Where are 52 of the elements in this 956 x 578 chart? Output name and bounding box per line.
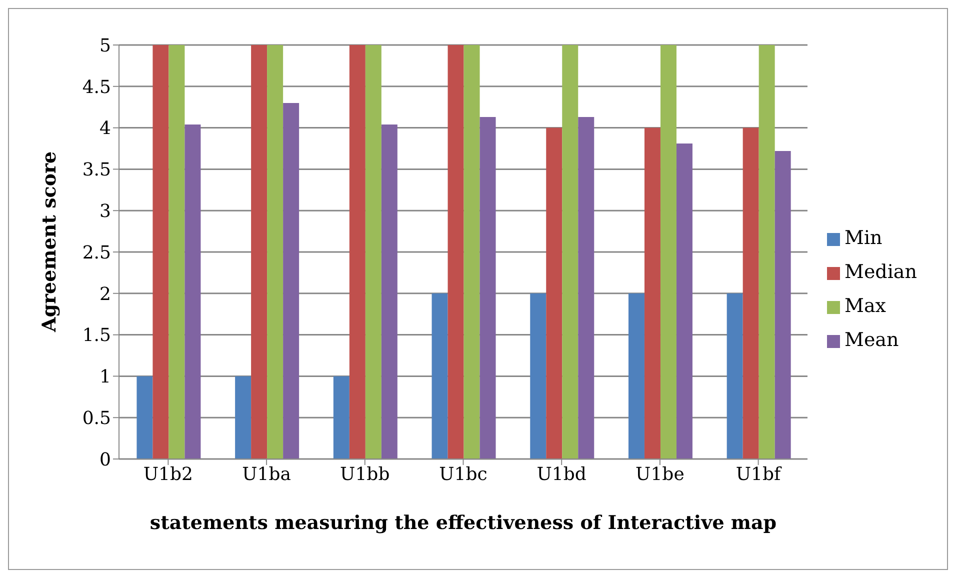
bar — [774, 150, 791, 459]
bar — [136, 376, 153, 459]
bar — [644, 128, 660, 459]
bar — [251, 45, 268, 459]
x-tick-label: U1bd — [536, 464, 586, 485]
y-axis-title: Agreement score — [38, 151, 61, 333]
y-tick-label: 1.5 — [82, 325, 111, 346]
bar — [726, 293, 743, 459]
y-tick-label: 0 — [100, 449, 111, 470]
y-tick-label: 2.5 — [82, 242, 111, 264]
x-axis-title: statements measuring the effectiveness of Interactive map — [150, 512, 777, 534]
bar — [333, 376, 350, 459]
y-tick-label: 3 — [100, 200, 111, 222]
bar — [742, 128, 759, 459]
legend-label: Max — [844, 295, 886, 317]
bar — [530, 293, 546, 459]
x-tick-label: U1bb — [340, 464, 390, 485]
x-tick-label: U1be — [636, 464, 684, 485]
bar — [448, 45, 464, 459]
x-tick-label: U1bc — [439, 464, 488, 485]
y-tick-label: 3.5 — [82, 160, 111, 181]
bar — [660, 45, 676, 459]
bar — [464, 45, 480, 459]
bar — [349, 45, 366, 459]
bar — [381, 124, 398, 459]
legend-label: Min — [844, 227, 882, 249]
bar — [365, 45, 382, 459]
y-tick-label: 4 — [100, 118, 111, 140]
bar — [628, 293, 644, 459]
y-tick-label: 4.5 — [82, 76, 111, 98]
bar — [480, 117, 496, 459]
y-tick-label: 5 — [100, 35, 111, 56]
y-tick-label: 2 — [100, 284, 111, 305]
bar — [758, 45, 775, 459]
bar — [152, 45, 169, 459]
legend-label: Mean — [844, 329, 899, 351]
x-tick-label: U1b2 — [143, 464, 193, 485]
bar — [676, 144, 692, 459]
x-tick-label: U1bf — [736, 464, 782, 485]
bar — [283, 102, 300, 459]
bar — [432, 293, 448, 459]
bar — [546, 128, 562, 459]
y-tick-label: 0.5 — [82, 408, 111, 429]
legend-label: Median — [844, 261, 917, 283]
bar — [184, 124, 201, 459]
x-tick-label: U1ba — [242, 464, 292, 485]
bar — [562, 45, 578, 459]
bar — [235, 376, 252, 459]
y-tick-label: 1 — [100, 366, 111, 388]
bar — [267, 45, 284, 459]
bar — [168, 45, 185, 459]
bar — [578, 117, 594, 459]
